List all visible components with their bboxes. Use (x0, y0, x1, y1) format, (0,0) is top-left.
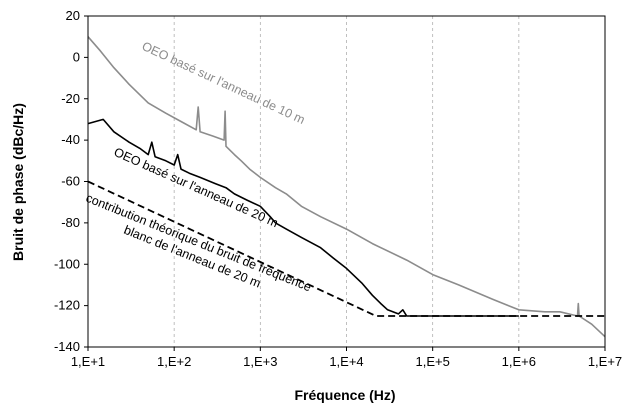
y-tick-label: -100 (54, 256, 80, 271)
y-tick-label: -120 (54, 298, 80, 313)
series-oeo-10m-line (87, 36, 606, 338)
y-tick-label: 0 (73, 49, 80, 64)
y-axis-title: Bruit de phase (dBc/Hz) (10, 103, 26, 261)
series-theory-dashed-line (87, 180, 605, 317)
y-tick-label: -20 (61, 91, 80, 106)
x-axis-title: Fréquence (Hz) (294, 387, 395, 403)
y-tick-label: -60 (61, 174, 80, 189)
x-tick-label: 1,E+1 (71, 354, 105, 369)
label-oeo-10m: OEO basé sur l'anneau de 10 m (140, 39, 307, 127)
series-oeo-20m-line (87, 118, 519, 317)
y-tick-label: 20 (66, 8, 80, 23)
x-tick-label: 1,E+7 (588, 354, 622, 369)
tick-labels: 1,E+1 1,E+2 1,E+3 1,E+4 1,E+5 1,E+6 1,E+7 20 0 -2… (54, 8, 622, 369)
x-tick-label: 1,E+6 (502, 354, 536, 369)
label-theory-line1: contribution théorique du bruit de fréqu… (84, 191, 314, 295)
x-tick-label: 1,E+3 (243, 354, 277, 369)
y-tick-label: -80 (61, 215, 80, 230)
x-tick-label: 1,E+2 (157, 354, 191, 369)
x-tick-label: 1,E+4 (329, 354, 363, 369)
x-tick-label: 1,E+5 (415, 354, 449, 369)
y-tick-label: -140 (54, 339, 80, 354)
y-tick-label: -40 (61, 132, 80, 147)
grid-lines (173, 16, 520, 347)
series-group (87, 36, 606, 338)
